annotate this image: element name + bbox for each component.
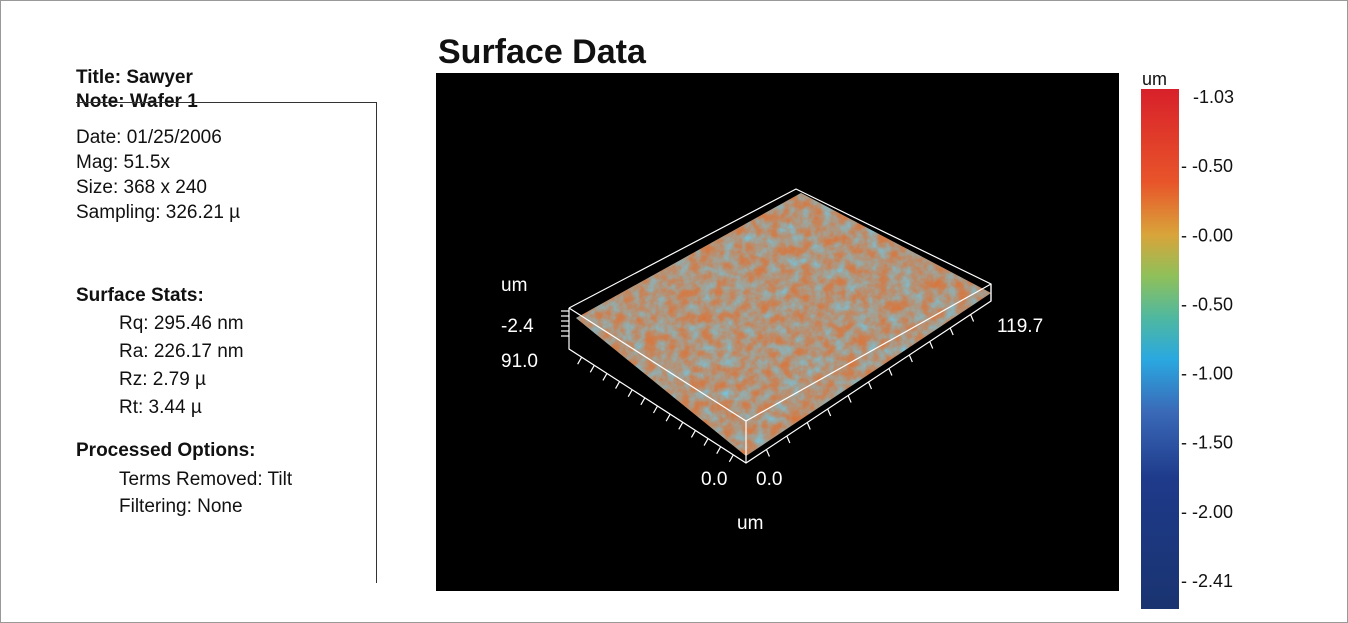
- colorbar-label: - -1.50: [1181, 433, 1233, 453]
- x-origin: 0.0: [756, 469, 782, 490]
- z-unit: um: [501, 275, 527, 296]
- colorbar-label: - -0.00: [1181, 225, 1233, 245]
- x-unit: um: [737, 513, 763, 534]
- colorbar-label: - -0.50: [1181, 294, 1233, 314]
- surface-plot: Surface Data um -2.4 91.0 119.7 0.0 0.0 …: [1, 1, 1347, 622]
- colorbar-label: - -2.00: [1181, 502, 1233, 522]
- z-label: -2.4: [501, 316, 534, 337]
- report-page: Title: Sawyer Note: Wafer 1 Date: 01/25/…: [0, 0, 1348, 623]
- colorbar-label: - -2.41: [1181, 571, 1233, 591]
- colorbar: [1141, 89, 1179, 609]
- colorbar-label: - -1.00: [1181, 364, 1233, 384]
- colorbar-unit: um: [1142, 69, 1167, 89]
- colorbar-label: -1.03: [1193, 87, 1234, 107]
- colorbar-labels: -1.03 - -0.50 - -0.00 - -0.50 - -1.00 - -1.50…: [1181, 87, 1234, 591]
- plot-title: Surface Data: [438, 33, 647, 71]
- colorbar-label: - -0.50: [1181, 156, 1233, 176]
- x-label: 119.7: [997, 316, 1043, 337]
- y-origin: 0.0: [701, 469, 727, 490]
- y-label: 91.0: [501, 351, 538, 372]
